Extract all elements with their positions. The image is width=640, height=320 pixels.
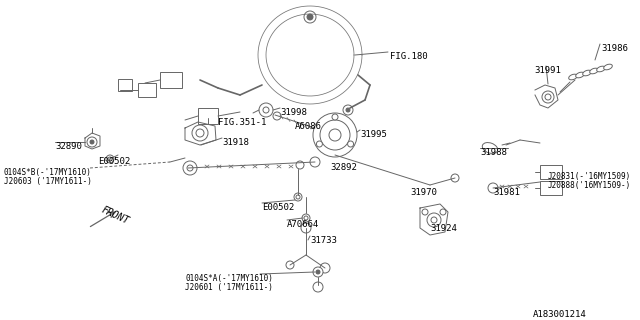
Text: J20601 ('17MY1611-): J20601 ('17MY1611-) bbox=[185, 283, 273, 292]
Ellipse shape bbox=[483, 143, 498, 153]
Text: 31995: 31995 bbox=[360, 130, 387, 139]
Circle shape bbox=[304, 216, 308, 220]
Text: FIG.180: FIG.180 bbox=[390, 52, 428, 61]
Text: 31988: 31988 bbox=[480, 148, 507, 157]
FancyBboxPatch shape bbox=[540, 181, 562, 195]
Circle shape bbox=[320, 263, 330, 273]
Text: 31998: 31998 bbox=[280, 108, 307, 117]
Text: 31924: 31924 bbox=[430, 224, 457, 233]
Circle shape bbox=[301, 223, 311, 233]
Text: A183001214: A183001214 bbox=[533, 310, 587, 319]
Text: 31986: 31986 bbox=[601, 44, 628, 53]
FancyBboxPatch shape bbox=[540, 165, 562, 179]
Circle shape bbox=[296, 161, 304, 169]
Ellipse shape bbox=[589, 68, 598, 74]
Text: FIG.351-1: FIG.351-1 bbox=[218, 118, 266, 127]
Circle shape bbox=[87, 137, 97, 147]
Circle shape bbox=[346, 108, 350, 112]
Circle shape bbox=[488, 183, 498, 193]
Circle shape bbox=[451, 174, 459, 182]
Circle shape bbox=[545, 94, 551, 100]
Ellipse shape bbox=[596, 66, 605, 72]
Circle shape bbox=[348, 141, 353, 147]
Circle shape bbox=[313, 113, 357, 157]
Circle shape bbox=[302, 214, 310, 222]
Circle shape bbox=[90, 140, 94, 144]
Circle shape bbox=[187, 165, 193, 171]
Circle shape bbox=[286, 261, 294, 269]
Text: J20831(-'16MY1509): J20831(-'16MY1509) bbox=[548, 172, 631, 181]
Text: 31991: 31991 bbox=[534, 66, 561, 75]
FancyBboxPatch shape bbox=[118, 79, 132, 91]
Circle shape bbox=[273, 112, 281, 120]
Circle shape bbox=[320, 120, 350, 150]
Circle shape bbox=[263, 107, 269, 113]
Circle shape bbox=[313, 267, 323, 277]
Circle shape bbox=[310, 157, 320, 167]
Circle shape bbox=[329, 129, 341, 141]
Text: FRONT: FRONT bbox=[100, 204, 131, 226]
Circle shape bbox=[313, 282, 323, 292]
Text: 32890: 32890 bbox=[55, 142, 82, 151]
Circle shape bbox=[296, 195, 300, 199]
Circle shape bbox=[332, 114, 338, 120]
Circle shape bbox=[106, 155, 114, 163]
Circle shape bbox=[316, 270, 320, 274]
Circle shape bbox=[422, 209, 428, 215]
Circle shape bbox=[304, 11, 316, 23]
Text: A6086: A6086 bbox=[295, 122, 322, 131]
Circle shape bbox=[427, 213, 441, 227]
Circle shape bbox=[440, 209, 446, 215]
Circle shape bbox=[196, 129, 204, 137]
Text: A70664: A70664 bbox=[287, 220, 319, 229]
Circle shape bbox=[307, 14, 313, 20]
Text: E00502: E00502 bbox=[262, 203, 294, 212]
Circle shape bbox=[108, 157, 112, 161]
FancyBboxPatch shape bbox=[160, 72, 182, 88]
Text: 31918: 31918 bbox=[222, 138, 249, 147]
Text: 0104S*B(-'17MY1610): 0104S*B(-'17MY1610) bbox=[4, 168, 92, 177]
Circle shape bbox=[259, 103, 273, 117]
Circle shape bbox=[183, 161, 197, 175]
Text: 31981: 31981 bbox=[493, 188, 520, 197]
Circle shape bbox=[294, 193, 302, 201]
Text: 31733: 31733 bbox=[310, 236, 337, 245]
Text: E00502: E00502 bbox=[98, 157, 131, 166]
Text: 31970: 31970 bbox=[410, 188, 437, 197]
Circle shape bbox=[316, 141, 323, 147]
Ellipse shape bbox=[569, 74, 577, 80]
Ellipse shape bbox=[582, 70, 591, 76]
Text: J20888('16MY1509-): J20888('16MY1509-) bbox=[548, 181, 631, 190]
Text: J20603 ('17MY1611-): J20603 ('17MY1611-) bbox=[4, 177, 92, 186]
FancyBboxPatch shape bbox=[198, 108, 218, 124]
Circle shape bbox=[542, 91, 554, 103]
Circle shape bbox=[343, 105, 353, 115]
Text: 32892: 32892 bbox=[330, 163, 357, 172]
Circle shape bbox=[192, 125, 208, 141]
Ellipse shape bbox=[604, 64, 612, 70]
Text: 0104S*A(-'17MY1610): 0104S*A(-'17MY1610) bbox=[185, 274, 273, 283]
Circle shape bbox=[431, 217, 437, 223]
FancyBboxPatch shape bbox=[138, 83, 156, 97]
Ellipse shape bbox=[576, 72, 584, 78]
